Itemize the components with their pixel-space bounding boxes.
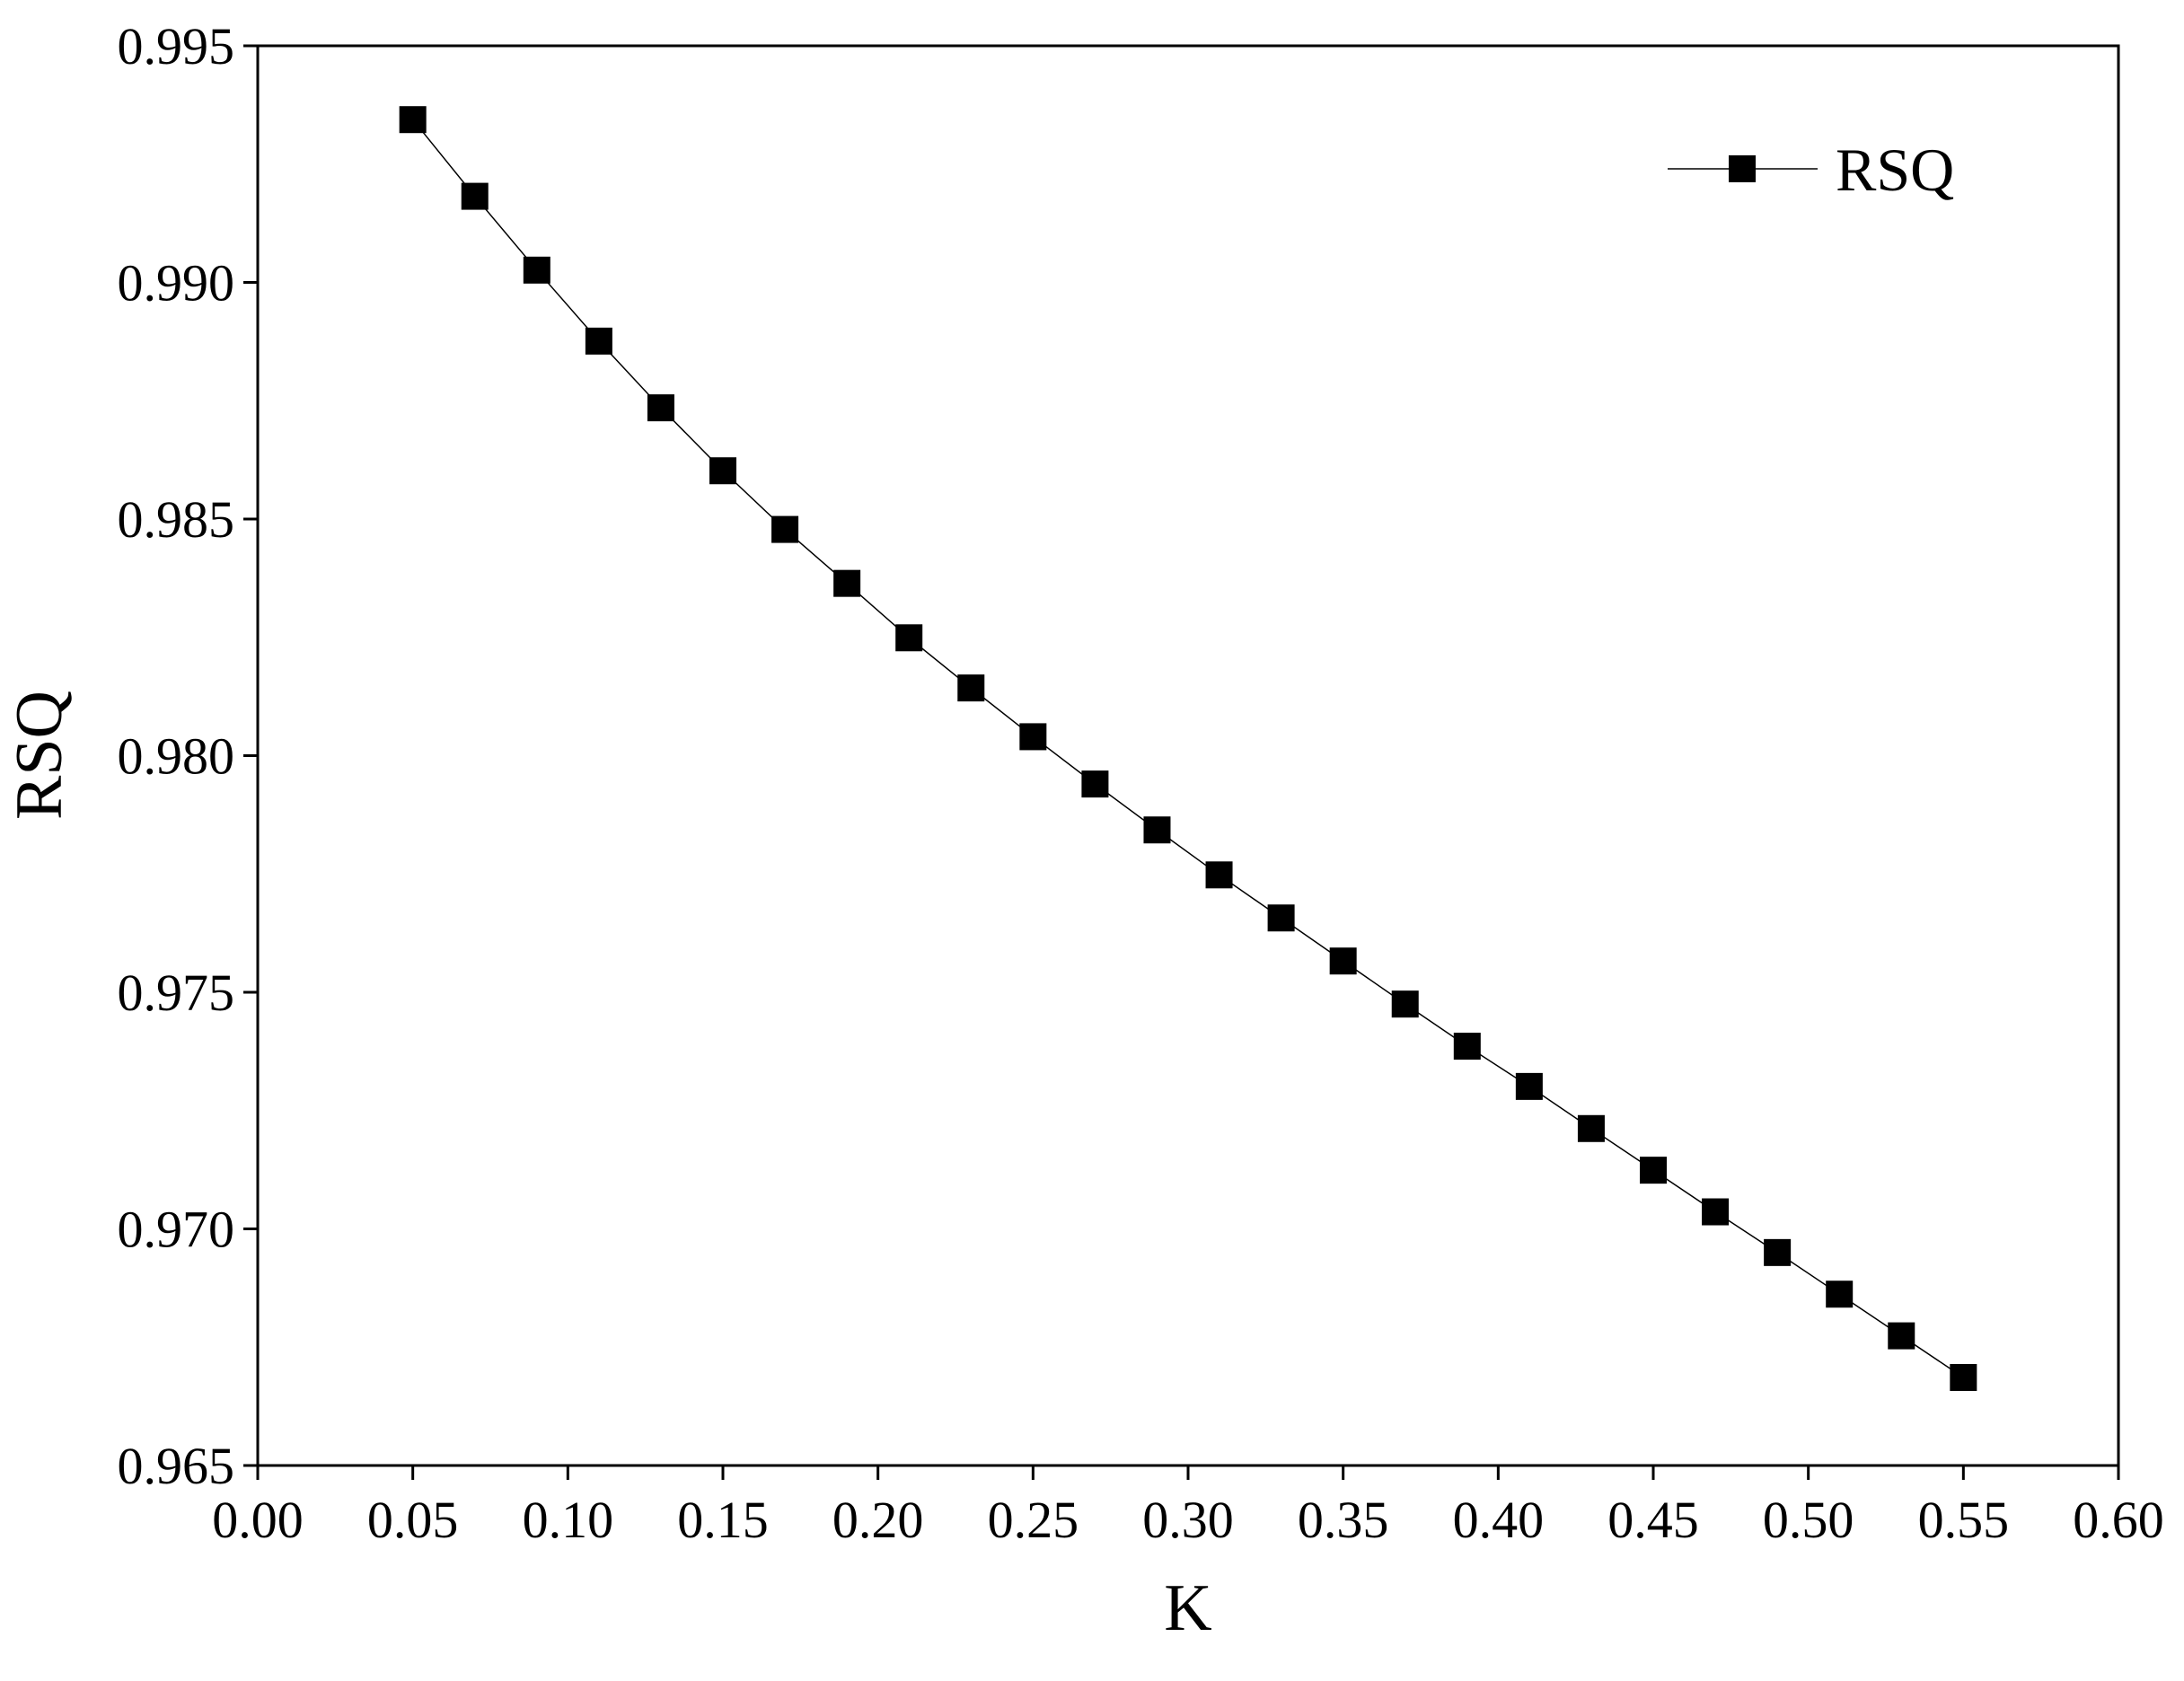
y-tick-label: 0.985 (118, 490, 235, 549)
y-tick-label: 0.965 (118, 1437, 235, 1495)
data-point (771, 515, 799, 543)
x-tick-label: 0.05 (367, 1491, 459, 1549)
data-point (709, 457, 736, 485)
y-tick-label: 0.975 (118, 964, 235, 1022)
data-point (1391, 990, 1419, 1018)
data-point (895, 624, 923, 652)
y-tick-label: 0.990 (118, 254, 235, 312)
x-tick-label: 0.00 (212, 1491, 304, 1549)
x-tick-label: 0.55 (1918, 1491, 2010, 1549)
data-point (1888, 1322, 1915, 1350)
series-line (412, 119, 1964, 1378)
data-point (1515, 1072, 1543, 1100)
legend-label: RSQ (1836, 136, 1954, 204)
data-point (1640, 1157, 1667, 1184)
data-point (461, 182, 489, 210)
x-tick-label: 0.35 (1298, 1491, 1389, 1549)
data-point (1764, 1238, 1792, 1266)
data-point (1577, 1114, 1605, 1142)
data-point (1205, 861, 1233, 889)
x-tick-label: 0.10 (523, 1491, 614, 1549)
data-point (523, 256, 550, 284)
x-tick-label: 0.40 (1453, 1491, 1545, 1549)
y-tick-label: 0.980 (118, 727, 235, 786)
x-tick-label: 0.15 (677, 1491, 769, 1549)
data-point (399, 106, 427, 134)
x-tick-label: 0.60 (2073, 1491, 2164, 1549)
x-tick-label: 0.20 (832, 1491, 924, 1549)
x-axis-title: K (1164, 1571, 1211, 1645)
data-point (647, 394, 674, 422)
data-point (1019, 723, 1047, 751)
data-point (1453, 1033, 1481, 1061)
data-point (1081, 770, 1109, 798)
legend-marker (1729, 155, 1756, 182)
x-tick-label: 0.50 (1763, 1491, 1854, 1549)
y-tick-label: 0.970 (118, 1201, 235, 1259)
data-point (1702, 1198, 1730, 1226)
data-point (1950, 1363, 1977, 1391)
x-tick-label: 0.45 (1607, 1491, 1699, 1549)
data-point (1267, 904, 1295, 932)
data-point (957, 674, 985, 702)
data-point (833, 569, 861, 597)
data-point (585, 327, 612, 355)
y-tick-label: 0.995 (118, 17, 235, 75)
x-tick-label: 0.30 (1142, 1491, 1234, 1549)
y-axis-title: RSQ (3, 691, 76, 820)
data-point (1143, 816, 1171, 844)
data-point (1826, 1281, 1854, 1308)
data-point (1329, 947, 1357, 975)
x-tick-label: 0.25 (988, 1491, 1079, 1549)
